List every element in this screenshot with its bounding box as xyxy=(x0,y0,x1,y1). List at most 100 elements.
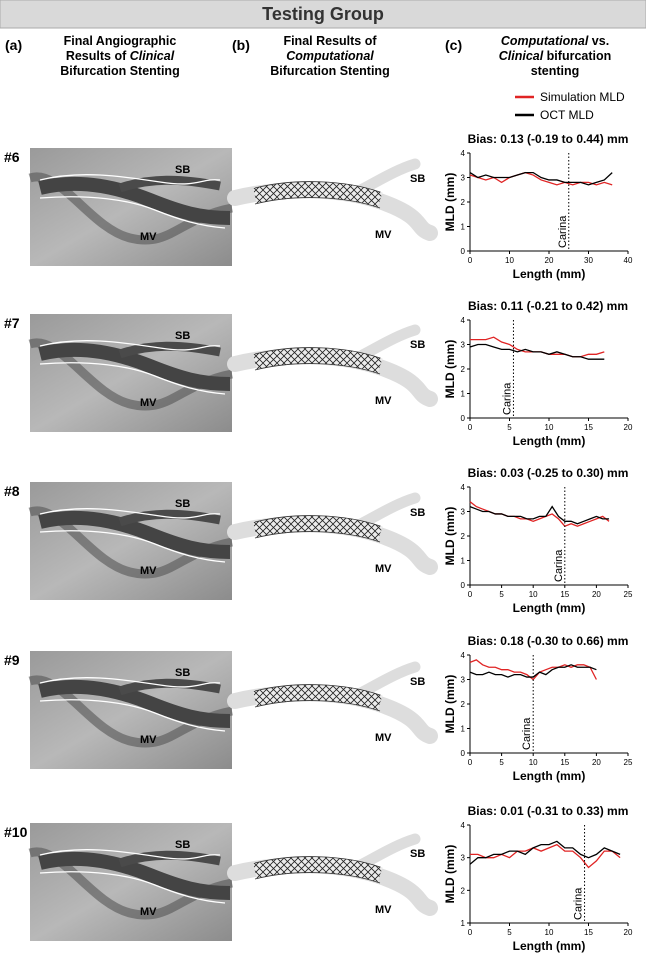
stent xyxy=(253,856,383,883)
mld-line xyxy=(469,171,613,186)
x-tick-label: 15 xyxy=(584,423,593,432)
x-tick-label: 20 xyxy=(592,758,601,767)
y-axis-label: MLD (mm) xyxy=(443,507,457,566)
x-tick-label: 25 xyxy=(624,758,633,767)
angio-bg xyxy=(30,823,232,941)
stent-edge xyxy=(254,347,381,375)
chart-title: Bias: 0.11 (-0.21 to 0.42) mm xyxy=(468,299,628,313)
stent-mv-label: MV xyxy=(375,229,392,241)
x-tick-label: 0 xyxy=(468,423,473,432)
heading-segment: Computational xyxy=(286,49,374,63)
stent-edge xyxy=(254,856,381,884)
column-label: (c) xyxy=(445,37,462,53)
stent-edge xyxy=(254,181,381,209)
x-tick-label: 30 xyxy=(584,256,593,265)
stent-model: SB MV xyxy=(227,833,438,916)
column-heading: Clinical bifurcation xyxy=(499,49,612,63)
x-tick-label: 15 xyxy=(584,928,593,937)
y-tick-label: 3 xyxy=(461,854,466,863)
angiogram: SB MV xyxy=(28,651,233,769)
y-tick-label: 0 xyxy=(461,414,466,423)
chart-title: Bias: 0.03 (-0.25 to 0.30) mm xyxy=(468,466,629,480)
y-tick-label: 1 xyxy=(461,557,466,566)
stent-sb-label: SB xyxy=(410,173,425,185)
carina-label: Carina xyxy=(501,382,513,415)
angio-sb-label: SB xyxy=(175,330,190,342)
angio-bg xyxy=(30,148,232,266)
header-title: Testing Group xyxy=(262,4,384,24)
x-axis-label: Length (mm) xyxy=(513,769,586,783)
case-label: #10 xyxy=(4,824,28,840)
x-axis-label: Length (mm) xyxy=(513,267,586,281)
main-vessel xyxy=(38,679,231,728)
y-tick-label: 1 xyxy=(461,919,466,928)
stent-sb-label: SB xyxy=(410,848,425,860)
angio-sb-label: SB xyxy=(175,839,190,851)
y-tick-label: 4 xyxy=(461,483,466,492)
mld-line xyxy=(470,843,621,869)
vessel-outline xyxy=(39,508,226,563)
column-heading: Computational xyxy=(286,49,374,63)
column-heading: stenting xyxy=(531,64,580,78)
x-tick-label: 10 xyxy=(529,590,538,599)
stent-model: SB MV xyxy=(227,492,438,575)
heading-segment: Bifurcation Stenting xyxy=(60,64,179,78)
vessel-outline xyxy=(39,849,226,904)
x-tick-label: 20 xyxy=(624,423,633,432)
stent xyxy=(253,684,383,711)
stent-sb-label: SB xyxy=(410,507,425,519)
vessel-outline xyxy=(39,340,226,395)
angio-sb-label: SB xyxy=(175,498,190,510)
carina-label: Carina xyxy=(521,717,533,750)
heading-segment: Results of xyxy=(66,49,130,63)
y-tick-label: 0 xyxy=(461,749,466,758)
mld-line xyxy=(469,343,605,360)
header-bar xyxy=(0,0,646,29)
side-branch xyxy=(118,850,221,868)
x-tick-label: 10 xyxy=(529,758,538,767)
case-label: #6 xyxy=(4,149,20,165)
x-tick-label: 10 xyxy=(505,256,514,265)
column-label: (b) xyxy=(232,37,250,53)
stent xyxy=(253,181,383,208)
x-tick-label: 5 xyxy=(507,423,512,432)
y-tick-label: 4 xyxy=(461,149,466,158)
heading-segment: Computational xyxy=(501,34,589,48)
legend-label: Simulation MLD xyxy=(540,90,625,104)
y-tick-label: 3 xyxy=(461,508,466,517)
x-tick-label: 0 xyxy=(468,590,473,599)
x-axis-label: Length (mm) xyxy=(513,434,586,448)
legend-label: OCT MLD xyxy=(540,108,594,122)
carina-label: Carina xyxy=(553,549,565,582)
side-branch xyxy=(118,509,221,527)
mld-line xyxy=(470,336,605,358)
y-tick-label: 3 xyxy=(461,676,466,685)
x-tick-label: 0 xyxy=(468,758,473,767)
y-tick-label: 1 xyxy=(461,725,466,734)
y-axis-label: MLD (mm) xyxy=(443,340,457,399)
stent-sb-label: SB xyxy=(410,339,425,351)
mld-line xyxy=(469,501,610,527)
x-tick-label: 5 xyxy=(507,928,512,937)
main-vessel xyxy=(38,176,231,225)
angiogram: SB MV xyxy=(28,314,233,432)
y-tick-label: 4 xyxy=(461,651,466,660)
y-tick-label: 2 xyxy=(461,886,466,895)
heading-segment: Bifurcation Stenting xyxy=(270,64,389,78)
stent-model: SB MV xyxy=(227,661,438,744)
x-axis-label: Length (mm) xyxy=(513,939,586,953)
y-tick-label: 3 xyxy=(461,174,466,183)
chart-title: Bias: 0.18 (-0.30 to 0.66) mm xyxy=(468,634,629,648)
y-tick-label: 1 xyxy=(461,223,466,232)
case-label: #9 xyxy=(4,652,20,668)
stent-edge xyxy=(254,684,381,712)
angio-mv-label: MV xyxy=(140,397,157,409)
heading-segment: bifurcation xyxy=(543,49,611,63)
x-tick-label: 0 xyxy=(468,256,473,265)
angiogram: SB MV xyxy=(28,148,233,266)
y-tick-label: 0 xyxy=(461,581,466,590)
heading-segment: vs. xyxy=(588,34,609,48)
heading-segment: Clinical xyxy=(499,49,544,63)
mld-line xyxy=(469,505,610,525)
